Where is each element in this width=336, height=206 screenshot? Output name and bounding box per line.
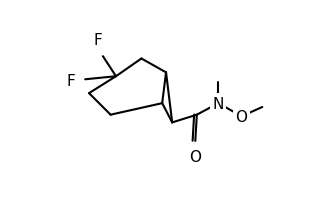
Text: F: F: [94, 33, 103, 48]
Text: O: O: [189, 149, 201, 164]
Text: O: O: [236, 109, 248, 124]
Text: N: N: [213, 96, 224, 111]
Text: F: F: [67, 73, 75, 88]
